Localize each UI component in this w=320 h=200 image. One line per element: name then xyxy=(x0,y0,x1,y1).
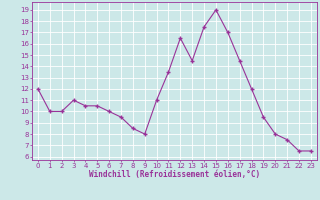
X-axis label: Windchill (Refroidissement éolien,°C): Windchill (Refroidissement éolien,°C) xyxy=(89,170,260,179)
